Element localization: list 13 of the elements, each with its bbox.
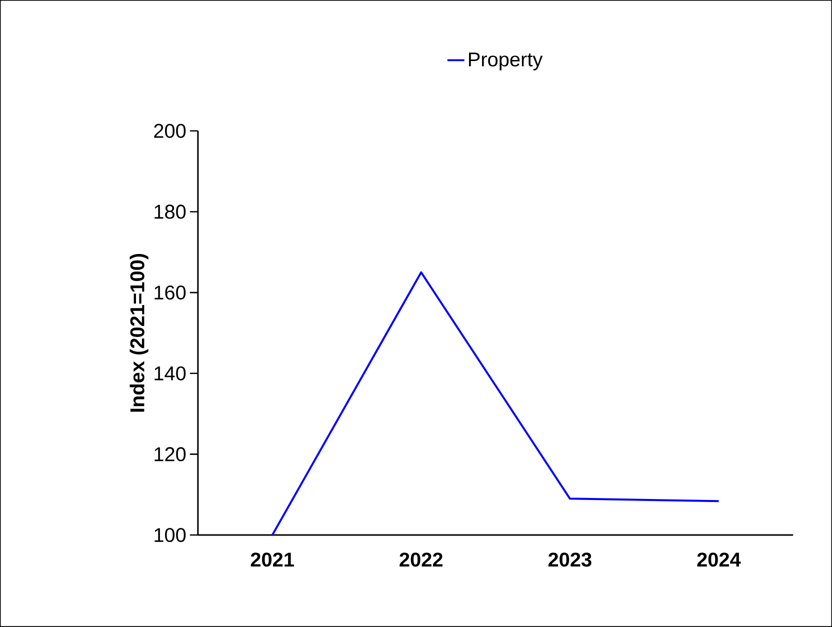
x-tick-label: 2022 (400, 552, 442, 567)
x-tick-label: 2024 (697, 552, 741, 567)
line-series (271, 271, 720, 536)
y-tick-label: 160 (154, 286, 186, 300)
x-tick-label: 2023 (548, 552, 592, 567)
x-tick-label: 2021 (250, 552, 294, 567)
y-tick-label: 180 (154, 204, 186, 219)
y-tick-label: 100 (154, 528, 186, 542)
y-tick-label: 120 (154, 447, 186, 462)
y-axis-title: Index (2021=100) (130, 254, 148, 412)
y-tick-label: 140 (154, 366, 186, 380)
y-tick-label: 200 (154, 124, 186, 138)
legend-label: Property (469, 52, 543, 70)
